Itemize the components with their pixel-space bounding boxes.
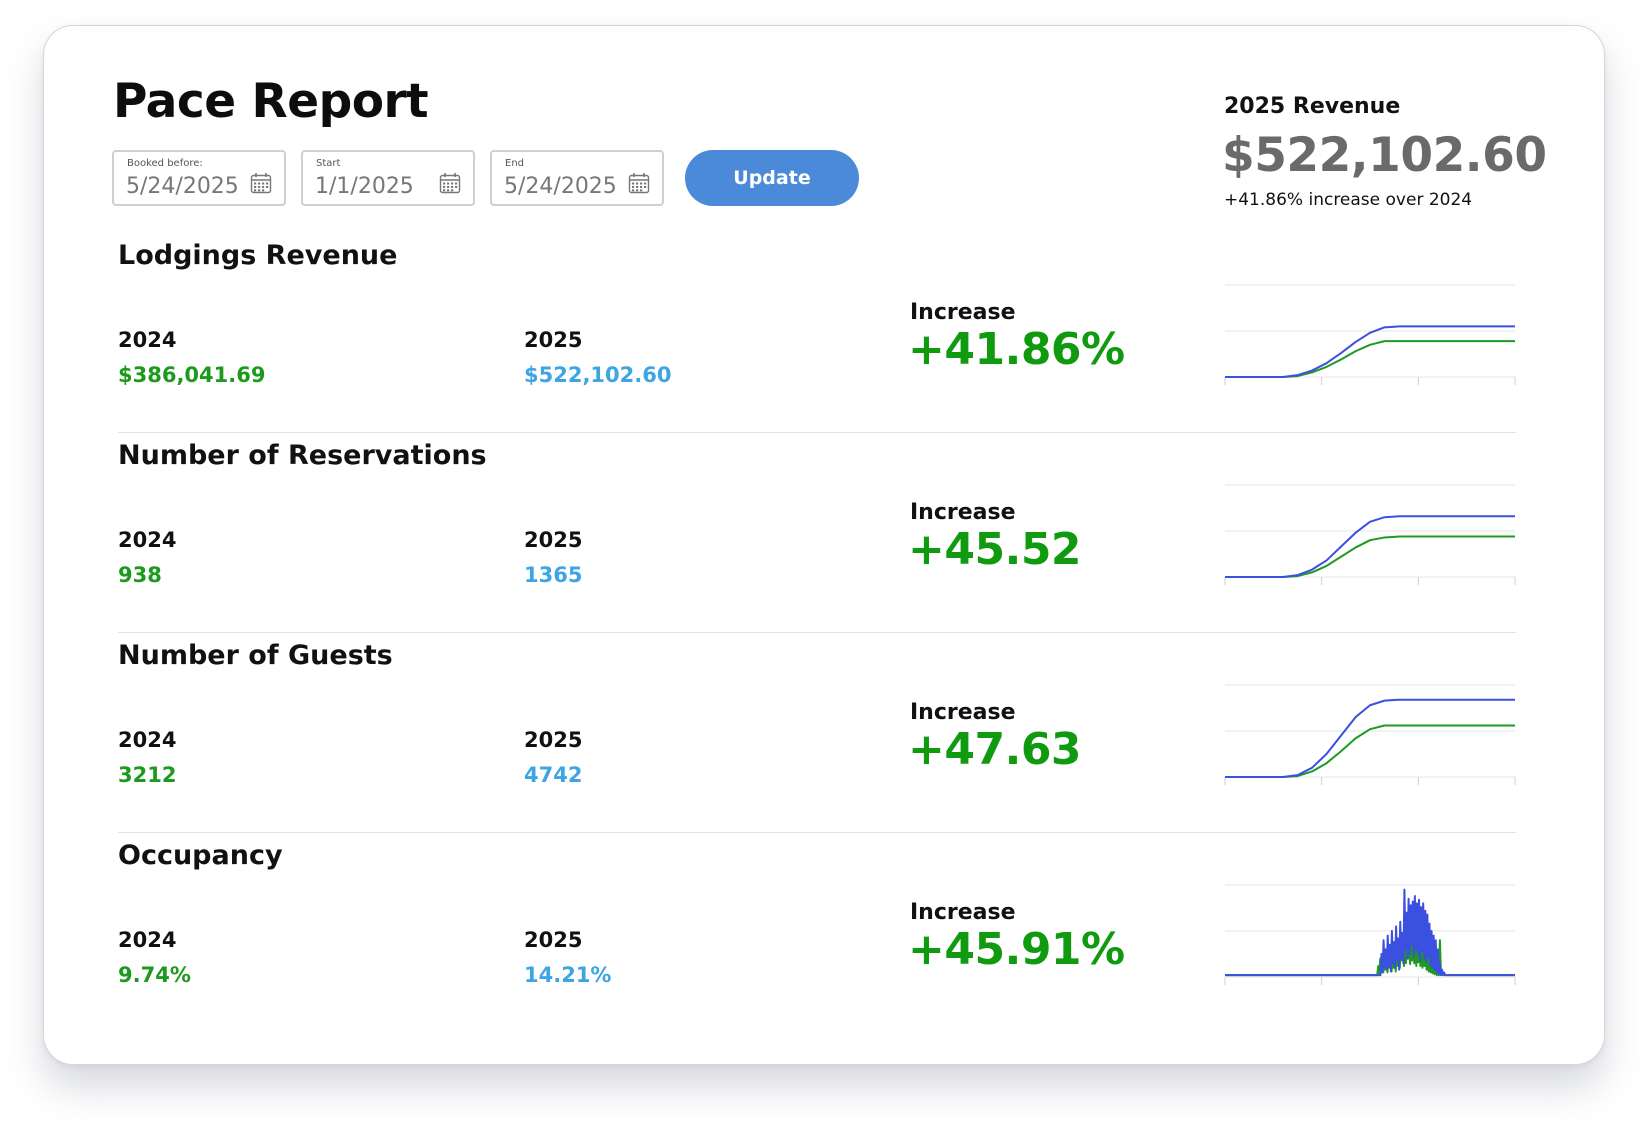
year-2025-value: 14.21% xyxy=(524,963,612,987)
calendar-icon[interactable] xyxy=(628,172,650,194)
booked-before-field[interactable]: Booked before: xyxy=(112,150,286,206)
series-2024-line xyxy=(1225,724,1515,778)
year-2025-value: $522,102.60 xyxy=(524,363,672,387)
increase-value: +41.86% xyxy=(908,324,1125,375)
sparkline-chart xyxy=(1224,484,1516,585)
increase-value: +45.91% xyxy=(908,924,1125,975)
revenue-summary-value: $522,102.60 xyxy=(1222,128,1547,183)
sparkline-chart xyxy=(1224,884,1516,985)
section-number-of-reservations: Number of Reservations 2024 938 2025 136… xyxy=(118,440,1516,640)
series-2024-line xyxy=(1225,930,1515,977)
page-title: Pace Report xyxy=(113,74,429,129)
sparkline-chart xyxy=(1224,684,1516,785)
sparkline-chart xyxy=(1224,284,1516,385)
end-date-input[interactable] xyxy=(504,172,622,200)
section-occupancy: Occupancy 2024 9.74% 2025 14.21% Increas… xyxy=(118,840,1516,1040)
section-divider xyxy=(118,432,1516,433)
increase-value: +47.63 xyxy=(908,724,1082,775)
year-2024-label: 2024 xyxy=(118,528,177,552)
section-number-of-guests: Number of Guests 2024 3212 2025 4742 Inc… xyxy=(118,640,1516,840)
section-divider xyxy=(118,832,1516,833)
year-2024-value: 938 xyxy=(118,563,162,587)
increase-label: Increase xyxy=(910,300,1016,325)
year-2024-label: 2024 xyxy=(118,928,177,952)
section-title: Number of Guests xyxy=(118,640,393,671)
start-date-field[interactable]: Start xyxy=(301,150,475,206)
pace-report-card: Pace Report Booked before: Start End xyxy=(43,25,1605,1065)
year-2025-value: 1365 xyxy=(524,563,583,587)
increase-label: Increase xyxy=(910,500,1016,525)
section-title: Lodgings Revenue xyxy=(118,240,398,271)
series-2024-line xyxy=(1225,340,1515,378)
section-title: Occupancy xyxy=(118,840,283,871)
increase-label: Increase xyxy=(910,700,1016,725)
year-2024-value: 3212 xyxy=(118,763,177,787)
end-date-label: End xyxy=(505,158,525,169)
year-2024-label: 2024 xyxy=(118,728,177,752)
series-2025-line xyxy=(1225,698,1515,778)
booked-before-label: Booked before: xyxy=(127,158,203,169)
revenue-summary-subtext: +41.86% increase over 2024 xyxy=(1224,190,1473,210)
section-divider xyxy=(118,632,1516,633)
year-2024-value: 9.74% xyxy=(118,963,191,987)
series-2025-line xyxy=(1225,325,1515,378)
calendar-icon[interactable] xyxy=(250,172,272,194)
end-date-field[interactable]: End xyxy=(490,150,664,206)
revenue-summary-label: 2025 Revenue xyxy=(1224,94,1401,119)
year-2025-label: 2025 xyxy=(524,928,583,952)
calendar-icon[interactable] xyxy=(439,172,461,194)
year-2025-label: 2025 xyxy=(524,528,583,552)
increase-value: +45.52 xyxy=(908,524,1082,575)
series-2025-line xyxy=(1225,515,1515,578)
update-button[interactable]: Update xyxy=(685,150,859,206)
start-date-label: Start xyxy=(316,158,341,169)
series-2025-line xyxy=(1225,888,1515,977)
section-title: Number of Reservations xyxy=(118,440,487,471)
year-2025-label: 2025 xyxy=(524,728,583,752)
booked-before-input[interactable] xyxy=(126,172,244,200)
increase-label: Increase xyxy=(910,900,1016,925)
year-2024-label: 2024 xyxy=(118,328,177,352)
year-2025-value: 4742 xyxy=(524,763,583,787)
start-date-input[interactable] xyxy=(315,172,433,200)
series-2024-line xyxy=(1225,535,1515,578)
year-2024-value: $386,041.69 xyxy=(118,363,266,387)
section-lodgings-revenue: Lodgings Revenue 2024 $386,041.69 2025 $… xyxy=(118,240,1516,440)
year-2025-label: 2025 xyxy=(524,328,583,352)
